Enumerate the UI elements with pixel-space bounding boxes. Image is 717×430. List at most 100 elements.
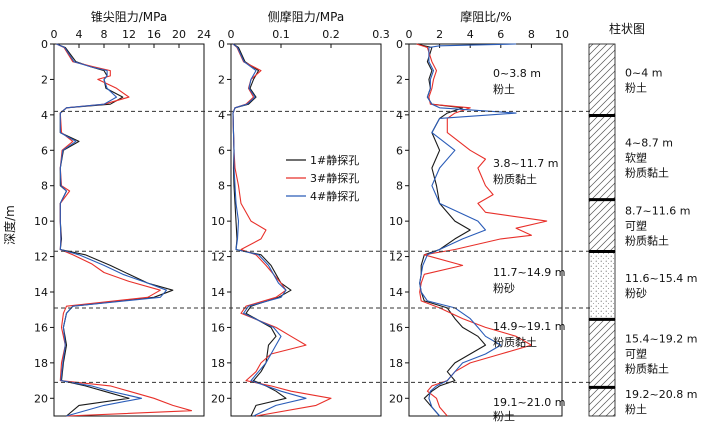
column-layer-2 (588, 115, 616, 200)
cpt-layer-4-soil: 粉质黏土 (493, 335, 537, 349)
column-layer-4 (588, 251, 616, 320)
column-layer-label: 可塑 (625, 346, 647, 360)
cpt-layer-4-depth: 14.9~19.1 m (493, 320, 565, 333)
column-layer-label: 粉质黏土 (625, 166, 669, 180)
x-tick-label: 0.3 (372, 28, 390, 41)
y-tick-label: 8 (396, 180, 403, 193)
series-line-1#静探孔 (56, 43, 174, 417)
y-tick-label: 6 (41, 144, 48, 157)
cpt-layer-1-soil: 粉土 (493, 83, 515, 96)
y-tick-label: 12 (211, 251, 225, 264)
y-tick-label: 4 (41, 109, 48, 122)
series-line-4#静探孔 (56, 43, 168, 417)
x-tick-label: 2 (436, 28, 443, 41)
y-tick-label: 18 (211, 357, 225, 370)
column-layer-label: 粉砂 (625, 287, 647, 300)
x-tick-label: 10 (555, 28, 569, 41)
y-tick-label: 18 (34, 357, 48, 370)
y-tick-label: 4 (396, 109, 403, 122)
cpt-layer-5-soil: 粉土 (493, 410, 515, 423)
y-tick-label: 20 (211, 392, 225, 405)
x-tick-label: 4 (467, 28, 474, 41)
series-line-3#静探孔 (416, 43, 548, 417)
x-tick-label: 0 (406, 28, 413, 41)
y-tick-label: 2 (218, 73, 225, 86)
column-layer-label: 粉土 (625, 403, 647, 416)
column-layer-label: 粉土 (625, 81, 647, 94)
column-layer-label: 15.4~19.2 m (625, 332, 697, 345)
y-tick-label: 8 (218, 180, 225, 193)
x-tick-label: 0.2 (322, 28, 340, 41)
y-tick-label: 20 (389, 392, 403, 405)
cpt-layer-3-depth: 11.7~14.9 m (493, 266, 565, 279)
column-layer-label: 可塑 (625, 219, 647, 233)
column-layer-label: 0~4 m (625, 66, 662, 79)
y-tick-label: 0 (218, 38, 225, 51)
column-layer-label: 粉质黏土 (625, 361, 669, 375)
y-tick-label: 14 (389, 286, 403, 299)
y-tick-label: 12 (389, 251, 403, 264)
y-tick-label: 16 (389, 321, 403, 334)
column-layer-5 (588, 319, 616, 388)
x-tick-label: 0 (228, 28, 235, 41)
series-line-1#静探孔 (416, 43, 487, 417)
column-title: 柱状图 (609, 21, 645, 36)
y-tick-label: 20 (34, 392, 48, 405)
panel-side-friction: 侧摩阻力/MPa 0 2 4 6 8 10 12 14 16 18 20 0 0.1 0.2 0.3 1#静… (211, 9, 390, 417)
y-tick-label: 6 (218, 144, 225, 157)
column-layer-6 (588, 386, 616, 417)
legend-label-3: 3#静探孔 (310, 171, 359, 185)
panel-frame-friction-ratio (408, 43, 563, 417)
x-tick-label: 4 (76, 28, 83, 41)
cpt-layer-5-depth: 19.1~21.0 m (493, 396, 565, 409)
y-tick-label: 4 (218, 109, 225, 122)
column-layer-1 (588, 43, 616, 116)
legend: 1#静探孔 3#静探孔 4#静探孔 (286, 153, 359, 203)
column-layer-label: 11.6~15.4 m (625, 272, 697, 285)
panel-title-friction-ratio: 摩阻比/% (460, 9, 511, 24)
x-tick-label: 24 (197, 28, 211, 41)
series-line-3#静探孔 (56, 43, 193, 417)
x-tick-label: 12 (122, 28, 136, 41)
layer-boundary-lines (54, 110, 590, 383)
y-tick-label: 10 (389, 215, 403, 228)
y-tick-label: 16 (211, 321, 225, 334)
cpt-layer-labels: 0~3.8 m 粉土 3.8~11.7 m 粉质黏土 11.7~14.9 m 粉… (493, 67, 565, 423)
series-line-1#静探孔 (232, 43, 292, 417)
column-layer-label: 4~8.7 m (625, 137, 673, 150)
x-tick-label: 8 (528, 28, 535, 41)
legend-label-4: 4#静探孔 (310, 189, 359, 203)
y-tick-label: 14 (211, 286, 225, 299)
x-tick-label: 16 (147, 28, 161, 41)
y-tick-label: 0 (41, 38, 48, 51)
x-tick-label: 8 (101, 28, 108, 41)
cpt-layer-3-soil: 粉砂 (493, 282, 515, 295)
y-tick-label: 14 (34, 286, 48, 299)
legend-label-1: 1#静探孔 (310, 153, 359, 167)
series-line-4#静探孔 (419, 43, 517, 417)
panel-frame-cone-resistance (53, 43, 205, 417)
column-layer-label: 软塑 (625, 151, 647, 165)
cpt-layer-2-soil: 粉质黏土 (493, 172, 537, 186)
cpt-layer-1-depth: 0~3.8 m (493, 67, 541, 80)
panel-title-side-friction: 侧摩阻力/MPa (268, 9, 344, 24)
column-layer-3 (588, 199, 616, 252)
y-tick-label: 6 (396, 144, 403, 157)
y-tick-label: 10 (211, 215, 225, 228)
x-tick-label: 6 (497, 28, 504, 41)
series-line-4#静探孔 (232, 43, 307, 417)
x-tick-label: 20 (172, 28, 186, 41)
y-tick-label: 0 (396, 38, 403, 51)
y-tick-label: 12 (34, 251, 48, 264)
y-tick-label: 2 (396, 73, 403, 86)
column-layer-label: 粉质黏土 (625, 234, 669, 248)
depth-axis-label: 深度/m (2, 205, 17, 245)
column-layer-label: 8.7~11.6 m (625, 205, 690, 218)
y-tick-label: 2 (41, 73, 48, 86)
y-tick-label: 10 (34, 215, 48, 228)
column-layer-label: 19.2~20.8 m (625, 388, 697, 401)
panel-friction-ratio: 摩阻比/% 0 2 4 6 8 10 12 14 16 18 20 0 2 4 6 8 10 0~3.8 m 粉… (389, 9, 569, 423)
